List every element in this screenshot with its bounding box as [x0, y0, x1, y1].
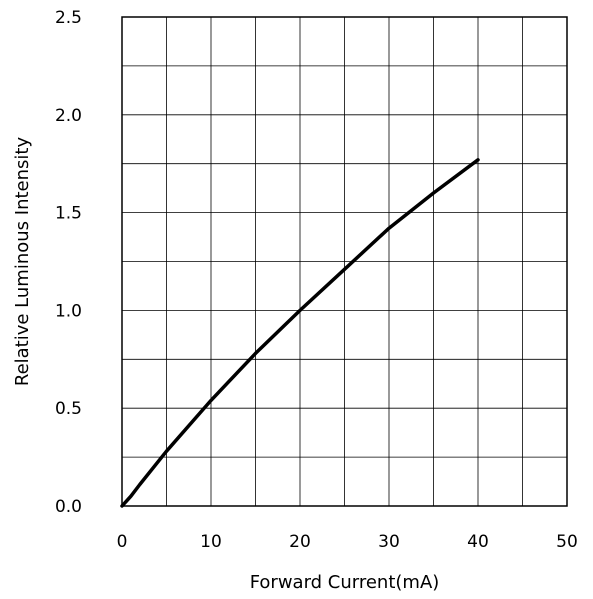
- y-tick-label: 1.5: [55, 204, 82, 224]
- y-tick-label: 1.0: [55, 301, 82, 321]
- y-tick-label: 2.0: [55, 106, 82, 126]
- x-tick-label: 20: [289, 532, 311, 552]
- x-tick-label: 40: [467, 532, 489, 552]
- y-tick-label: 0.5: [55, 399, 82, 419]
- x-tick-label: 50: [556, 532, 578, 552]
- x-tick-label: 30: [378, 532, 400, 552]
- y-tick-label: 0.0: [55, 497, 82, 517]
- series-line: [120, 158, 480, 508]
- x-tick-labels: 0 10 20 30 40 50: [117, 532, 578, 552]
- y-tick-label: 2.5: [55, 8, 82, 28]
- x-axis-title: Forward Current(mA): [250, 572, 440, 593]
- x-tick-label: 10: [200, 532, 222, 552]
- y-tick-labels: 0.0 0.5 1.0 1.5 2.0 2.5: [55, 8, 82, 517]
- grid-lines: [122, 17, 567, 506]
- data-series: [120, 158, 480, 508]
- y-axis-title: Relative Luminous Intensity: [12, 137, 33, 387]
- plot-frame: [121, 16, 568, 507]
- x-tick-label: 0: [117, 532, 128, 552]
